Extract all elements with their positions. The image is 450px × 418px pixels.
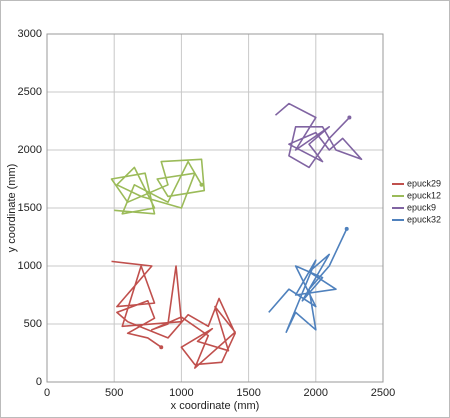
y-tick-label: 500 xyxy=(24,318,42,330)
legend-label: epuck32 xyxy=(407,214,441,224)
x-axis-label: x coordinate (mm) xyxy=(171,400,260,412)
end-point xyxy=(347,115,352,120)
legend-label: epuck29 xyxy=(407,178,441,188)
trajectory xyxy=(111,260,236,369)
legend: epuck29 epuck12 epuck9 epuck32 xyxy=(392,178,441,224)
y-tick-label: 1500 xyxy=(18,202,42,214)
y-tick-label: 2000 xyxy=(18,144,42,156)
end-point xyxy=(159,345,164,350)
end-point xyxy=(344,226,349,231)
legend-label: epuck12 xyxy=(407,190,441,200)
end-point xyxy=(199,182,204,187)
x-tick-label: 1500 xyxy=(236,387,260,399)
x-tick-label: 0 xyxy=(44,387,50,399)
trajectory xyxy=(268,228,348,333)
trajectory xyxy=(110,158,206,215)
legend-label: epuck9 xyxy=(407,202,436,212)
x-tick-label: 500 xyxy=(105,387,123,399)
x-tick-label: 2500 xyxy=(371,387,395,399)
y-tick-label: 1000 xyxy=(18,260,42,272)
y-tick-label: 0 xyxy=(36,376,42,388)
trajectory xyxy=(274,102,363,169)
y-tick-label: 3000 xyxy=(18,28,42,40)
y-axis-label: y coordinate (mm) xyxy=(6,164,18,253)
x-tick-label: 2000 xyxy=(304,387,328,399)
plot-border xyxy=(46,33,384,383)
x-tick-label: 1000 xyxy=(169,387,193,399)
y-tick-label: 2500 xyxy=(18,86,42,98)
